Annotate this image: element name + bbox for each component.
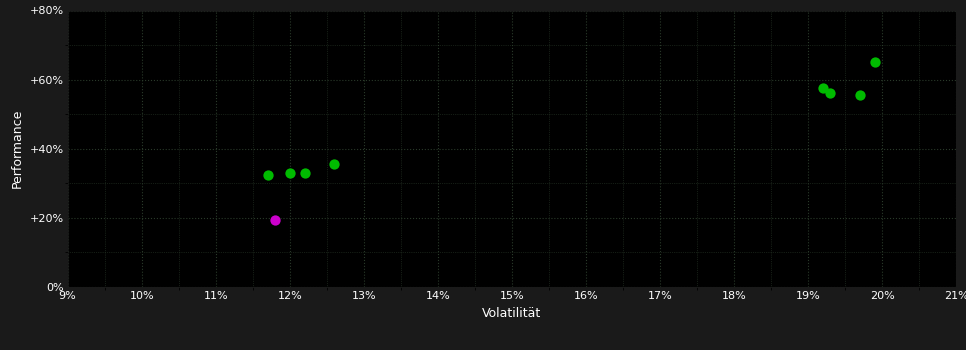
Point (852, 92, 867, 98)
Point (867, 60, 883, 65)
X-axis label: Volatilität: Volatilität (482, 307, 542, 320)
Point (327, 161, 342, 167)
Point (268, 217, 283, 222)
Point (297, 170, 312, 176)
Point (823, 91, 838, 96)
Point (282, 170, 298, 176)
Y-axis label: Performance: Performance (11, 109, 24, 188)
Point (260, 172, 275, 177)
Point (815, 85, 831, 91)
